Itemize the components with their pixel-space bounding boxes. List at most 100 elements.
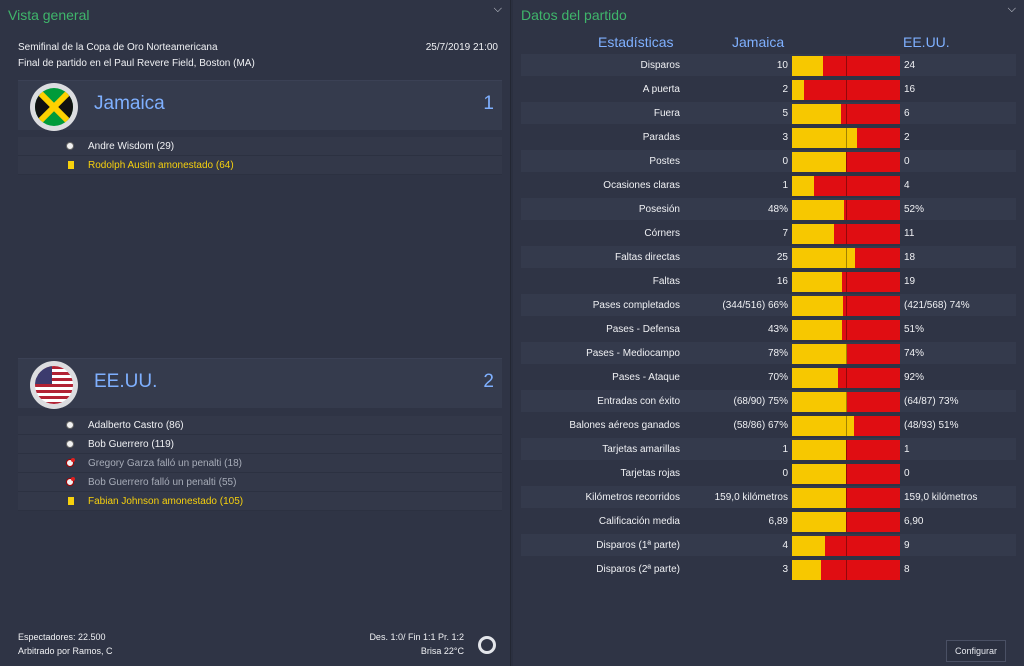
stat-row: Disparos (1ª parte) 4 9 [521, 534, 1016, 556]
match-overview-panel: Vista general ⌵ Semifinal de la Copa de … [0, 0, 511, 666]
stat-comparison-bar [792, 80, 900, 100]
stat-row: Córners 7 11 [521, 222, 1016, 244]
event-item: Adalberto Castro (86) [18, 416, 502, 435]
stat-label: Pases - Ataque [612, 372, 680, 383]
stat-away-value: 52% [904, 204, 925, 215]
stat-comparison-bar [792, 224, 900, 244]
stat-label: Paradas [642, 132, 680, 143]
away-events-list: Adalberto Castro (86) Bob Guerrero (119)… [18, 416, 502, 511]
bar-midline [846, 320, 847, 340]
chevron-down-icon[interactable]: ⌵ [1007, 3, 1016, 15]
stat-comparison-bar [792, 344, 900, 364]
stat-label: Postes [649, 156, 680, 167]
event-item: Rodolph Austin amonestado (64) [18, 156, 502, 175]
match-datetime: 25/7/2019 21:00 [425, 42, 498, 53]
bar-midline [846, 152, 847, 172]
stats-column-header: Estadísticas [598, 34, 674, 50]
bar-midline [846, 440, 847, 460]
usa-flag-icon [30, 361, 78, 409]
stat-comparison-bar [792, 512, 900, 532]
bar-midline [846, 488, 847, 508]
event-item: Bob Guerrero (119) [18, 435, 502, 454]
stat-away-value: 8 [904, 564, 910, 575]
stat-home-share-fill [792, 104, 841, 124]
stat-label: Tarjetas rojas [620, 468, 680, 479]
stat-home-value: 1 [782, 444, 788, 455]
home-team-name[interactable]: Jamaica [94, 93, 165, 114]
scores-summary: Des. 1:0/ Fin 1:1 Pr. 1:2 [369, 632, 464, 642]
stat-home-value: 159,0 kilómetros [714, 492, 788, 503]
stat-row: Entradas con éxito (68/90) 75% (64/87) 73% [521, 390, 1016, 412]
stat-row: Calificación media 6,89 6,90 [521, 510, 1016, 532]
bar-midline [846, 536, 847, 556]
stat-home-share-fill [792, 368, 839, 388]
stat-away-value: 2 [904, 132, 910, 143]
home-column-header: Jamaica [732, 34, 785, 50]
home-team-row[interactable]: Jamaica 1 [18, 80, 502, 131]
stat-away-value: 159,0 kilómetros [904, 492, 978, 503]
stat-home-value: 3 [782, 564, 788, 575]
bar-midline [846, 128, 847, 148]
stat-comparison-bar [792, 128, 900, 148]
event-text: Fabian Johnson amonestado (105) [88, 495, 244, 507]
stat-home-value: 10 [776, 60, 788, 71]
stat-home-value: (68/90) 75% [733, 396, 788, 407]
stat-row: Pases - Ataque 70% 92% [521, 366, 1016, 388]
stats-panel-title: Datos del partido [521, 7, 627, 23]
stat-home-share-fill [792, 56, 824, 76]
stat-home-share-fill [792, 416, 854, 436]
stat-home-share-fill [792, 536, 826, 556]
chevron-down-icon[interactable]: ⌵ [493, 3, 502, 15]
stat-comparison-bar [792, 464, 900, 484]
stat-home-value: 3 [782, 132, 788, 143]
stat-row: Fuera 5 6 [521, 102, 1016, 124]
stat-away-value: 0 [904, 468, 910, 479]
stat-home-value: 5 [782, 108, 788, 119]
away-team-row[interactable]: EE.UU. 2 [18, 358, 502, 409]
stat-row: Faltas 16 19 [521, 270, 1016, 292]
bar-midline [846, 176, 847, 196]
stat-label: Ocasiones claras [603, 180, 680, 191]
stat-home-share-fill [792, 392, 848, 412]
away-column-header: EE.UU. [903, 34, 950, 50]
stat-home-share-fill [792, 464, 846, 484]
home-events-list: Andre Wisdom (29) Rodolph Austin amonest… [18, 137, 502, 175]
event-text: Rodolph Austin amonestado (64) [88, 159, 234, 171]
stat-away-value: (48/93) 51% [904, 420, 959, 431]
away-team-score: 2 [483, 371, 494, 392]
stat-row: Pases - Mediocampo 78% 74% [521, 342, 1016, 364]
stat-comparison-bar [792, 368, 900, 388]
stat-home-share-fill [792, 152, 846, 172]
stat-label: Posesión [638, 204, 680, 215]
stat-away-value: 6,90 [904, 516, 924, 527]
stat-home-share-fill [792, 440, 846, 460]
stat-label: Pases completados [592, 300, 680, 311]
stat-label: Pases - Defensa [606, 324, 680, 335]
stat-label: Pases - Mediocampo [586, 348, 680, 359]
event-text: Bob Guerrero (119) [88, 438, 174, 450]
bar-midline [846, 344, 847, 364]
yellow-card-icon [68, 161, 74, 169]
ball-icon [66, 421, 74, 429]
match-footer-summary: Des. 1:0/ Fin 1:1 Pr. 1:2 Brisa 22°C [369, 630, 464, 658]
stat-comparison-bar [792, 296, 900, 316]
gear-icon[interactable] [478, 636, 496, 654]
stat-label: Faltas directas [614, 252, 680, 263]
bar-midline [846, 248, 847, 268]
stat-away-value: 0 [904, 156, 910, 167]
stat-away-value: 11 [904, 228, 915, 239]
bar-midline [846, 512, 847, 532]
stat-row: Disparos 10 24 [521, 54, 1016, 76]
stat-away-value: 51% [904, 324, 925, 335]
stat-comparison-bar [792, 104, 900, 124]
stat-away-value: 16 [904, 84, 916, 95]
configure-button[interactable]: Configurar [946, 640, 1006, 662]
stat-away-value: 24 [904, 60, 916, 71]
stat-home-share-fill [792, 128, 857, 148]
stat-away-value: 1 [904, 444, 910, 455]
stat-home-value: (58/86) 67% [733, 420, 788, 431]
stat-home-share-fill [792, 80, 804, 100]
bar-midline [846, 272, 847, 292]
away-team-name[interactable]: EE.UU. [94, 371, 158, 392]
bar-midline [846, 464, 847, 484]
